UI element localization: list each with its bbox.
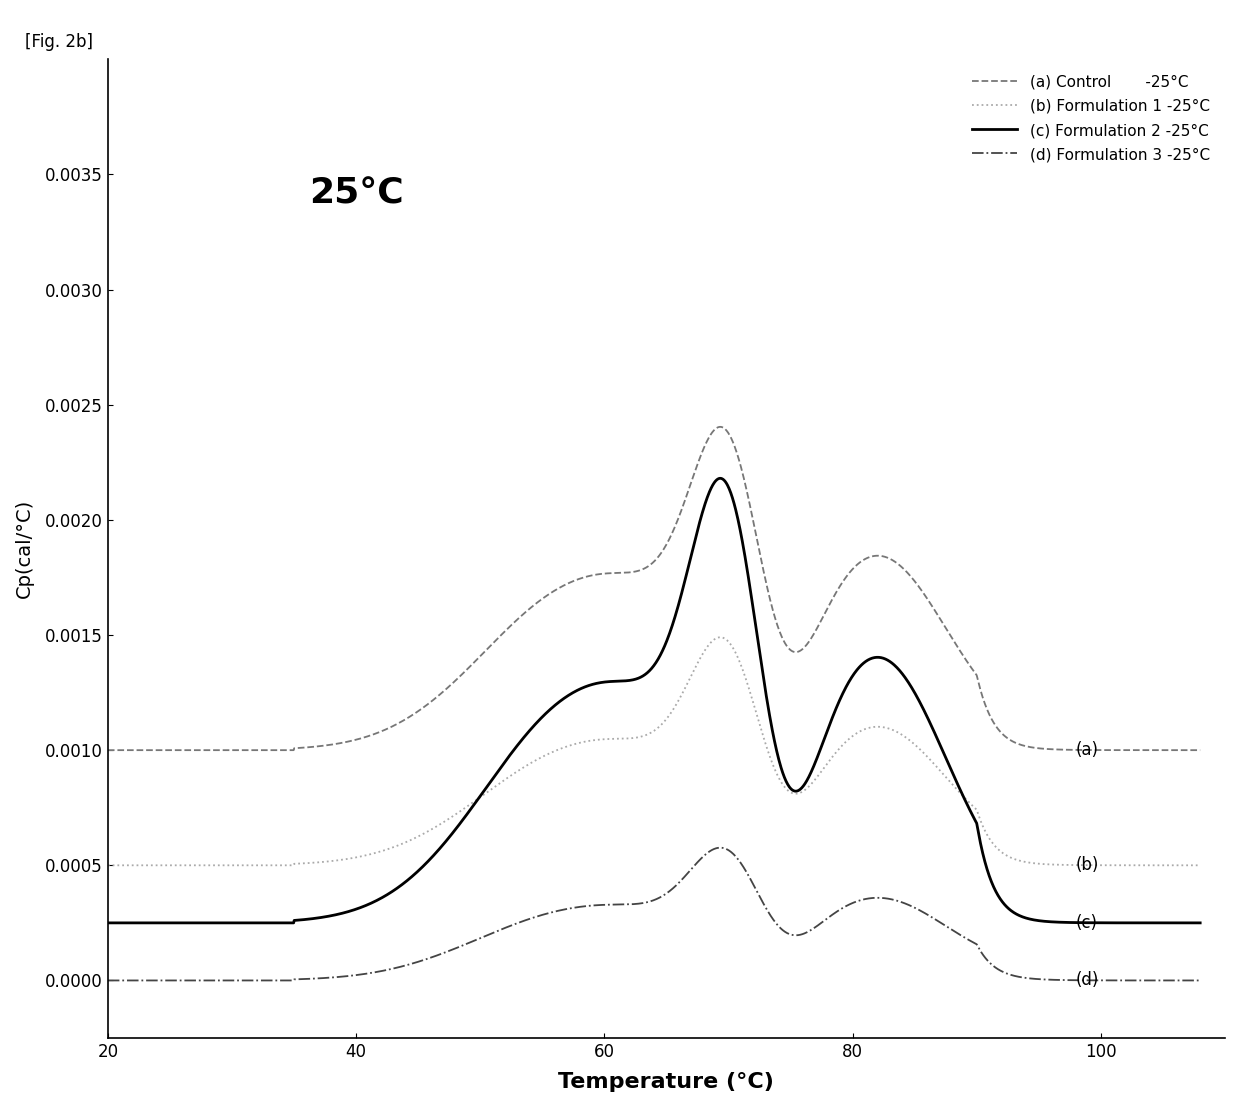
Y-axis label: Cp(cal/°C): Cp(cal/°C)	[15, 499, 33, 598]
Text: (d): (d)	[1076, 972, 1100, 990]
X-axis label: Temperature (°C): Temperature (°C)	[558, 1072, 774, 1092]
Text: (a): (a)	[1076, 742, 1099, 759]
Legend: (a) Control       -25°C, (b) Formulation 1 -25°C, (c) Formulation 2 -25°C, (d) F: (a) Control -25°C, (b) Formulation 1 -25…	[963, 66, 1218, 170]
Text: 25°C: 25°C	[309, 177, 403, 210]
Text: [Fig. 2b]: [Fig. 2b]	[25, 33, 93, 51]
Text: (c): (c)	[1076, 914, 1099, 932]
Text: (b): (b)	[1076, 857, 1100, 875]
